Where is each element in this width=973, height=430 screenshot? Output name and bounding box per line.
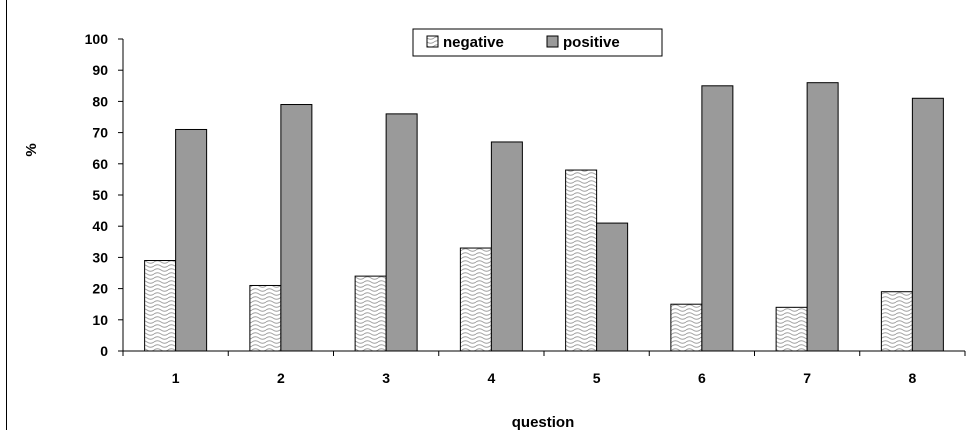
x-tick-label: 5 <box>593 370 601 386</box>
bar-negative-q1 <box>144 260 177 352</box>
y-tick-label: 60 <box>92 156 108 172</box>
bar-positive-q5 <box>596 222 629 352</box>
y-tick-label: 30 <box>92 249 108 265</box>
bar-negative-q5 <box>565 169 598 352</box>
y-tick-label: 90 <box>92 62 108 78</box>
x-tick-label: 7 <box>803 370 811 386</box>
legend-swatch-negative <box>426 35 439 48</box>
legend-label-negative: negative <box>443 34 504 51</box>
x-tick-label: 1 <box>172 370 180 386</box>
bar-negative-q7 <box>775 306 808 352</box>
y-axis-title: % <box>23 143 40 156</box>
y-tick-label: 0 <box>100 343 108 359</box>
bar-negative-q4 <box>459 247 492 352</box>
x-tick-label: 2 <box>277 370 285 386</box>
legend-label-positive: positive <box>563 34 620 51</box>
x-tick-label: 3 <box>382 370 390 386</box>
y-tick-label: 40 <box>92 218 108 234</box>
legend-box <box>412 28 663 57</box>
x-tick-label: 4 <box>487 370 495 386</box>
legend-swatch-positive <box>546 35 559 48</box>
x-tick-label: 6 <box>698 370 706 386</box>
bar-positive-q2 <box>280 104 313 352</box>
chart-frame <box>6 0 973 430</box>
bar-positive-q4 <box>490 141 523 352</box>
y-tick-label: 50 <box>92 187 108 203</box>
legend: negative positive <box>412 28 663 57</box>
bar-positive-q6 <box>701 85 734 352</box>
bar-negative-q2 <box>249 284 282 352</box>
y-tick-label: 70 <box>92 125 108 141</box>
bar-positive-q8 <box>911 97 944 352</box>
y-tick-label: 10 <box>92 312 108 328</box>
bar-positive-q3 <box>385 113 418 352</box>
y-tick-label: 100 <box>85 31 109 47</box>
x-tick-label: 8 <box>908 370 916 386</box>
bar-negative-q6 <box>670 303 703 352</box>
x-axis-title: question <box>512 414 575 430</box>
y-tick-label: 80 <box>92 93 108 109</box>
bar-positive-q1 <box>175 128 208 352</box>
bar-negative-q3 <box>354 275 387 352</box>
bar-positive-q7 <box>806 82 839 352</box>
bar-negative-q8 <box>880 291 913 352</box>
y-tick-label: 20 <box>92 281 108 297</box>
